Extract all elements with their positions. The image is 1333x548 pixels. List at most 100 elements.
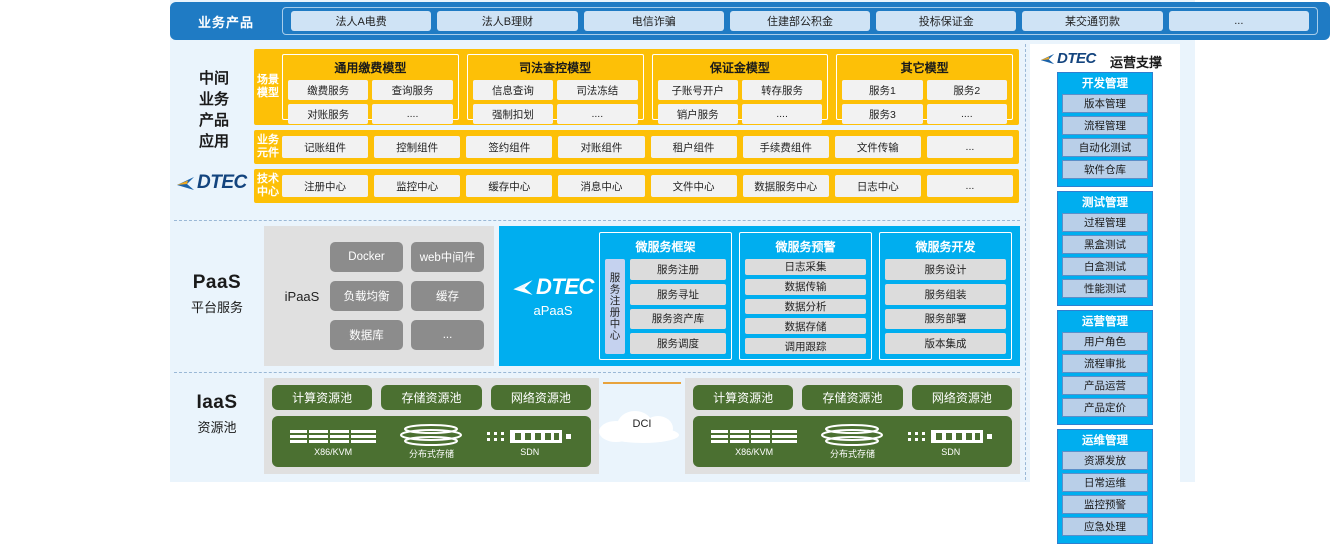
microservice-chip[interactable]: 服务调度 bbox=[630, 333, 726, 354]
storage-pool[interactable]: 存储资源池 bbox=[381, 385, 482, 410]
side-item[interactable]: 资源发放 bbox=[1062, 451, 1148, 470]
side-item[interactable]: 黑盒测试 bbox=[1062, 235, 1148, 254]
side-item[interactable]: 版本管理 bbox=[1062, 94, 1148, 113]
microservice-chip[interactable]: 数据分析 bbox=[745, 298, 866, 315]
tech-center-chip[interactable]: 消息中心 bbox=[558, 175, 645, 197]
microservice-chip[interactable]: 数据传输 bbox=[745, 278, 866, 295]
product-chip[interactable]: 法人B理财 bbox=[437, 11, 578, 31]
tech-center-chip-more[interactable]: ... bbox=[926, 175, 1013, 197]
microservice-chip[interactable]: 服务部署 bbox=[885, 308, 1006, 330]
service-chip-more[interactable]: .... bbox=[372, 104, 453, 124]
microservice-chip[interactable]: 服务资产库 bbox=[630, 308, 726, 330]
product-chip[interactable]: 电信诈骗 bbox=[583, 11, 724, 31]
product-chip[interactable]: 投标保证金 bbox=[876, 11, 1017, 31]
service-chip[interactable]: 转存服务 bbox=[741, 80, 823, 100]
microservice-chip[interactable]: 服务设计 bbox=[885, 259, 1006, 280]
storage-pool[interactable]: 存储资源池 bbox=[802, 385, 903, 410]
component-chip-more[interactable]: ... bbox=[926, 136, 1013, 158]
service-chip[interactable]: 服务2 bbox=[926, 80, 1007, 100]
product-chip[interactable]: 法人A电费 bbox=[291, 11, 432, 31]
compute-pool[interactable]: 计算资源池 bbox=[272, 385, 373, 410]
microservice-chip[interactable]: 调用跟踪 bbox=[745, 338, 866, 354]
tech-center-chip[interactable]: 监控中心 bbox=[374, 175, 461, 197]
service-chip[interactable]: 服务1 bbox=[842, 80, 923, 100]
service-chip[interactable]: 服务3 bbox=[842, 104, 923, 124]
microservice-chip[interactable]: 数据存储 bbox=[745, 318, 866, 335]
tech-center-chip[interactable]: 数据服务中心 bbox=[742, 175, 829, 197]
group-items: 缴费服务 查询服务 对账服务 .... bbox=[288, 80, 453, 124]
ipaas-block: iPaaS Docker web中间件 负载均衡 缓存 数据库 ... bbox=[264, 226, 494, 366]
ipaas-chip[interactable]: 负载均衡 bbox=[330, 281, 403, 311]
component-chip[interactable]: 对账组件 bbox=[558, 136, 645, 158]
hardware-label: 分布式存储 bbox=[408, 448, 454, 459]
side-item[interactable]: 用户角色 bbox=[1062, 332, 1148, 351]
component-chip[interactable]: 手续费组件 bbox=[742, 136, 829, 158]
microservice-chip[interactable]: 服务寻址 bbox=[630, 283, 726, 305]
group-title: 测试管理 bbox=[1082, 197, 1128, 209]
side-item[interactable]: 过程管理 bbox=[1062, 213, 1148, 232]
product-chip[interactable]: 住建部公积金 bbox=[729, 11, 871, 31]
group-title: 通用缴费模型 bbox=[334, 61, 407, 75]
ipaas-chip[interactable]: Docker bbox=[330, 242, 403, 272]
network-pool[interactable]: 网络资源池 bbox=[490, 385, 591, 410]
component-chip[interactable]: 文件传输 bbox=[834, 136, 921, 158]
service-chip[interactable]: 司法冻结 bbox=[557, 80, 638, 100]
ipaas-chip[interactable]: 缓存 bbox=[411, 281, 484, 311]
compute-pool[interactable]: 计算资源池 bbox=[693, 385, 794, 410]
business-component-row-label: 业务 元件 bbox=[254, 130, 282, 164]
network-pool[interactable]: 网络资源池 bbox=[911, 385, 1012, 410]
service-chip[interactable]: 销户服务 bbox=[657, 104, 738, 124]
service-chip-more[interactable]: .... bbox=[557, 104, 638, 124]
service-chip[interactable]: 强制扣划 bbox=[472, 104, 554, 124]
ipaas-chip-more[interactable]: ... bbox=[411, 320, 484, 350]
microservice-chip[interactable]: 服务注册 bbox=[630, 259, 726, 280]
separator-middle-paas bbox=[174, 220, 1020, 221]
side-item[interactable]: 自动化测试 bbox=[1062, 138, 1148, 157]
side-item[interactable]: 应急处理 bbox=[1062, 517, 1148, 536]
side-item[interactable]: 性能测试 bbox=[1062, 279, 1148, 298]
dci-label: DCI bbox=[632, 418, 652, 430]
distributed-storage: 分布式存储 bbox=[817, 423, 887, 460]
service-chip[interactable]: 缴费服务 bbox=[288, 80, 369, 100]
component-chip[interactable]: 控制组件 bbox=[374, 136, 461, 158]
microservice-chip[interactable]: 服务组装 bbox=[885, 283, 1006, 305]
side-item[interactable]: 软件仓库 bbox=[1062, 160, 1148, 179]
iaas-title: IaaS bbox=[196, 392, 238, 413]
distributed-storage-icon bbox=[821, 423, 884, 446]
tech-center-items: 注册中心 监控中心 缓存中心 消息中心 文件中心 数据服务中心 日志中心 ... bbox=[282, 169, 1019, 203]
component-chip[interactable]: 租户组件 bbox=[650, 136, 737, 158]
side-item[interactable]: 监控预警 bbox=[1062, 495, 1148, 514]
service-chip-more[interactable]: .... bbox=[926, 104, 1007, 124]
dtec-wordmark: DTEC bbox=[1057, 50, 1096, 67]
product-chip[interactable]: 某交通罚款 bbox=[1022, 11, 1163, 31]
side-item[interactable]: 日常运维 bbox=[1062, 473, 1148, 492]
side-item[interactable]: 产品定价 bbox=[1062, 398, 1148, 417]
side-item[interactable]: 流程审批 bbox=[1062, 354, 1148, 373]
scene-model-group: 其它模型 服务1 服务2 服务3 .... bbox=[836, 54, 1013, 124]
ipaas-chip[interactable]: web中间件 bbox=[411, 242, 484, 272]
microservice-chip[interactable]: 版本集成 bbox=[885, 333, 1006, 354]
scene-model-group: 通用缴费模型 缴费服务 查询服务 对账服务 .... bbox=[282, 54, 459, 124]
component-chip[interactable]: 签约组件 bbox=[466, 136, 553, 158]
component-chip[interactable]: 记账组件 bbox=[282, 136, 369, 158]
service-chip-more[interactable]: .... bbox=[741, 104, 823, 124]
tech-center-chip[interactable]: 文件中心 bbox=[650, 175, 737, 197]
tech-center-chip[interactable]: 缓存中心 bbox=[466, 175, 553, 197]
side-item[interactable]: 流程管理 bbox=[1062, 116, 1148, 135]
service-chip[interactable]: 查询服务 bbox=[372, 80, 453, 100]
product-chip-more[interactable]: ... bbox=[1168, 11, 1309, 31]
middle-business-section: 场景 模型 通用缴费模型 缴费服务 查询服务 对账服务 .... 司法查控模型 bbox=[254, 49, 1019, 208]
ipaas-chip[interactable]: 数据库 bbox=[330, 320, 403, 350]
side-item[interactable]: 产品运营 bbox=[1062, 376, 1148, 395]
hardware-label: X86/KVM bbox=[735, 447, 774, 457]
service-chip[interactable]: 对账服务 bbox=[288, 104, 369, 124]
tech-center-chip[interactable]: 注册中心 bbox=[282, 175, 369, 197]
service-register-center[interactable]: 服务注册中心 bbox=[605, 259, 625, 354]
tech-center-chip[interactable]: 日志中心 bbox=[834, 175, 921, 197]
side-item[interactable]: 白盒测试 bbox=[1062, 257, 1148, 276]
service-chip[interactable]: 子账号开户 bbox=[657, 80, 738, 100]
service-chip[interactable]: 信息查询 bbox=[472, 80, 554, 100]
separator-side-panel bbox=[1025, 44, 1026, 480]
microservice-chip[interactable]: 日志采集 bbox=[745, 259, 866, 275]
distributed-storage-icon bbox=[400, 423, 463, 446]
